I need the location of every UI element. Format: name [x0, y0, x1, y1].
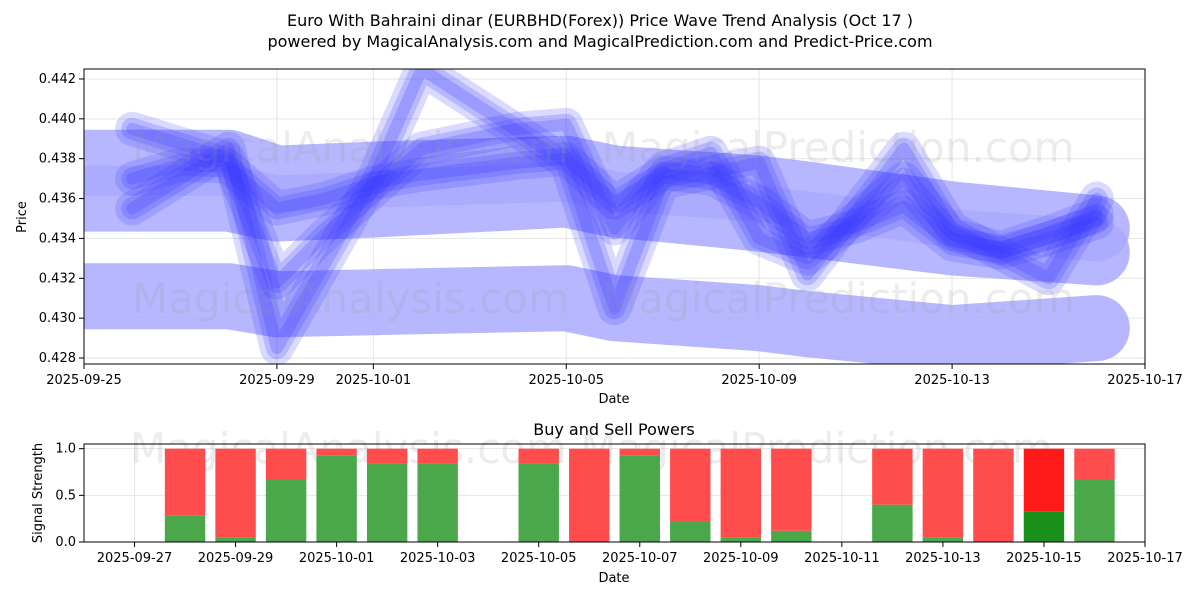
signal-bars	[164, 448, 1115, 542]
chart-subtitle: powered by MagicalAnalysis.com and Magic…	[267, 32, 932, 51]
buy-bar	[215, 537, 256, 542]
price-x-tick-label: 2025-10-05	[528, 373, 604, 388]
buy-bar	[164, 515, 206, 542]
price-wave-line-price-wave-1	[115, 141, 1114, 270]
price-y-tick-label: 0.440	[39, 112, 76, 127]
signal-y-tick-label: 1.0	[55, 442, 76, 457]
signal-x-tick-label: 2025-10-09	[703, 551, 779, 566]
buy-bar	[1074, 479, 1115, 542]
price-axes-frame	[83, 68, 1146, 365]
price-y-tick-label: 0.430	[39, 311, 76, 326]
price-x-tick-label: 2025-10-09	[721, 373, 797, 388]
signal-x-tick-label: 2025-10-05	[501, 551, 577, 566]
sell-bar	[720, 448, 762, 538]
sell-bar	[215, 448, 256, 538]
signal-title: Buy and Sell Powers	[533, 420, 695, 439]
chart-title: Euro With Bahraini dinar (EURBHD(Forex))…	[287, 11, 913, 30]
price-x-label: Date	[598, 392, 629, 407]
price-wave-line-price-wave-2	[115, 107, 1114, 300]
buy-bar	[720, 537, 762, 542]
price-y-tick-label: 0.438	[39, 152, 76, 167]
sell-bar	[366, 448, 408, 464]
signal-x-tick-label: 2025-10-01	[299, 551, 375, 566]
signal-y-ticks: 0.0 0.5 1.0	[55, 442, 84, 550]
watermark-prediction-bottom: MagicalPrediction.com	[602, 274, 1075, 323]
signal-y-tick-label: 0.0	[55, 535, 76, 550]
sell-bar	[872, 448, 913, 505]
buy-bar	[619, 455, 660, 542]
signal-x-tick-label: 2025-09-27	[97, 551, 173, 566]
sell-bar	[1074, 448, 1115, 480]
signal-x-tick-label: 2025-10-15	[1006, 551, 1082, 566]
sell-bar	[417, 448, 458, 464]
sell-bar	[771, 448, 812, 531]
price-y-tick-label: 0.442	[39, 72, 76, 87]
price-x-tick-label: 2025-09-25	[46, 373, 122, 388]
signal-chart: Buy and Sell Powers MagicalAnalysis.com …	[31, 420, 1183, 586]
buy-bar	[518, 463, 559, 542]
signal-x-label: Date	[598, 571, 629, 586]
price-wave-line-price-wave-1	[121, 147, 1108, 264]
buy-bar	[316, 455, 357, 542]
sell-bar	[670, 448, 711, 522]
signal-x-tick-label: 2025-10-13	[905, 551, 981, 566]
signal-x-tick-label: 2025-10-07	[602, 551, 678, 566]
buy-bar	[670, 521, 711, 542]
price-wave-line-price-wave-3	[115, 69, 1114, 364]
price-wave-line-price-wave-3	[121, 69, 1108, 360]
signal-x-ticks: 2025-09-27 2025-09-29 2025-10-01 2025-10-03…	[97, 542, 1183, 566]
price-x-tick-label: 2025-10-17	[1107, 373, 1183, 388]
sell-bar	[518, 448, 559, 464]
price-wave-line-price-wave-3	[126, 69, 1103, 355]
sell-bar	[973, 448, 1014, 542]
buy-bar	[1023, 511, 1065, 542]
price-y-tick-label: 0.436	[39, 192, 76, 207]
price-x-ticks: 2025-09-25 2025-09-29 2025-10-01 2025-10-05…	[46, 364, 1183, 388]
price-y-label: Price	[15, 201, 30, 233]
buy-bar	[922, 537, 964, 542]
price-x-tick-label: 2025-10-01	[336, 373, 412, 388]
signal-x-tick-label: 2025-09-29	[198, 551, 274, 566]
sell-bar	[316, 448, 357, 456]
buy-bar	[771, 530, 812, 542]
price-x-tick-label: 2025-09-29	[239, 373, 315, 388]
watermark-prediction-top: MagicalPrediction.com	[602, 123, 1075, 172]
buy-bar	[265, 479, 307, 542]
price-plot-area: MagicalAnalysis.com MagicalPrediction.co…	[84, 69, 1130, 364]
buy-bar	[872, 504, 913, 542]
price-x-tick-label: 2025-10-13	[914, 373, 990, 388]
watermark-analysis-top: MagicalAnalysis.com	[132, 123, 569, 172]
signal-y-label: Signal Strength	[31, 443, 46, 543]
watermark-analysis-bottom: MagicalAnalysis.com	[132, 274, 569, 323]
price-y-ticks: 0.428 0.430 0.432 0.434 0.436 0.438 0.440 0.442	[39, 72, 84, 366]
price-y-tick-label: 0.428	[39, 351, 76, 366]
signal-axes-frame	[83, 443, 1146, 543]
signal-x-tick-label: 2025-10-11	[804, 551, 880, 566]
price-band-band-mid	[84, 161, 1130, 286]
price-bands	[84, 129, 1130, 364]
price-wave-line-price-wave-1	[126, 152, 1103, 259]
signal-x-tick-label: 2025-10-17	[1107, 551, 1183, 566]
price-wave-line-price-wave-2	[126, 118, 1103, 289]
buy-bar	[366, 463, 408, 542]
buy-bar	[417, 463, 458, 542]
price-y-tick-label: 0.432	[39, 271, 76, 286]
price-waves	[115, 69, 1114, 364]
signal-y-tick-label: 0.5	[55, 488, 76, 503]
price-band-band-lower	[84, 263, 1130, 364]
sell-bar	[265, 448, 307, 480]
price-chart: MagicalAnalysis.com MagicalPrediction.co…	[15, 68, 1183, 407]
sell-bar	[164, 448, 206, 516]
price-y-tick-label: 0.434	[39, 231, 76, 246]
sell-bar	[922, 448, 964, 538]
sell-bar	[619, 448, 660, 456]
signal-x-tick-label: 2025-10-03	[400, 551, 476, 566]
price-wave-line-price-wave-2	[121, 113, 1108, 294]
sell-bar	[569, 448, 610, 542]
sell-bar	[1023, 448, 1065, 512]
